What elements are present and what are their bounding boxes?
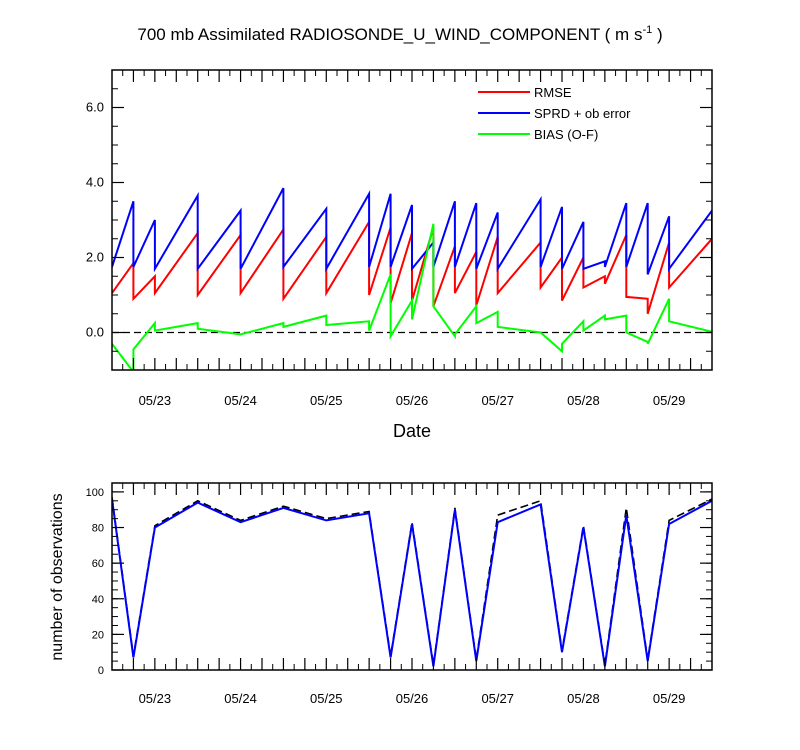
series-line-bias-o-f [112,223,712,370]
x-tick-label: 05/24 [224,691,257,706]
x-tick-label: 05/27 [481,691,514,706]
x-tick-label: 05/24 [224,393,257,408]
x-tick-label: 05/29 [653,393,686,408]
y-tick-label: 4.0 [86,175,104,190]
legend-label-bias-o-f: BIAS (O-F) [534,127,598,142]
x-tick-label: 05/28 [567,393,600,408]
y-tick-label: 6.0 [86,100,104,115]
bottom-y-axis-label: number of observations [49,493,66,660]
x-tick-label: 05/26 [396,691,429,706]
chart-title-main: 700 mb Assimilated RADIOSONDE_U_WIND_COM… [137,25,642,44]
plot-frame [111,482,713,671]
x-tick-label: 05/28 [567,691,600,706]
y-tick-label: 20 [92,629,104,641]
x-tick-label: 05/25 [310,393,343,408]
x-tick-label: 05/27 [481,393,514,408]
y-tick-label: 2.0 [86,250,104,265]
series-line-possible [112,497,712,665]
y-tick-label: 0.0 [86,325,104,340]
bottom-plot-area: 0 20 40 60 80 100 05/23 05/24 05/25 05/26 05/27 05/… [86,482,713,706]
chart-title: 700 mb Assimilated RADIOSONDE_U_WIND_COM… [137,24,662,44]
x-tick-label: 05/26 [396,393,429,408]
top-plot-area: 0.0 2.0 4.0 6.0 05/23 05/24 05/25 05/26 05/27 05/… [86,69,713,408]
y-tick-label: 0 [98,665,104,677]
legend-label-sprd-ob-error: SPRD + ob error [534,106,631,121]
chart-title-close: ) [652,25,662,44]
x-tick-label: 05/25 [310,691,343,706]
y-tick-label: 40 [92,594,104,606]
x-tick-label: 05/29 [653,691,686,706]
y-tick-label: 60 [92,558,104,570]
top-x-axis-label: Date [393,421,431,441]
series-line-sprd-ob-error [112,187,712,275]
chart-title-exponent: -1 [642,24,652,36]
x-tick-label: 05/23 [139,393,172,408]
legend-label-rmse: RMSE [534,85,572,100]
y-tick-label: 100 [86,487,104,499]
x-tick-label: 05/23 [139,691,172,706]
series-line-assimilated [112,498,712,667]
y-tick-label: 80 [92,523,104,535]
